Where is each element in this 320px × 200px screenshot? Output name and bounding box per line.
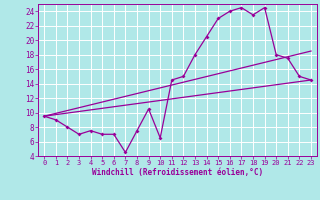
- X-axis label: Windchill (Refroidissement éolien,°C): Windchill (Refroidissement éolien,°C): [92, 168, 263, 177]
